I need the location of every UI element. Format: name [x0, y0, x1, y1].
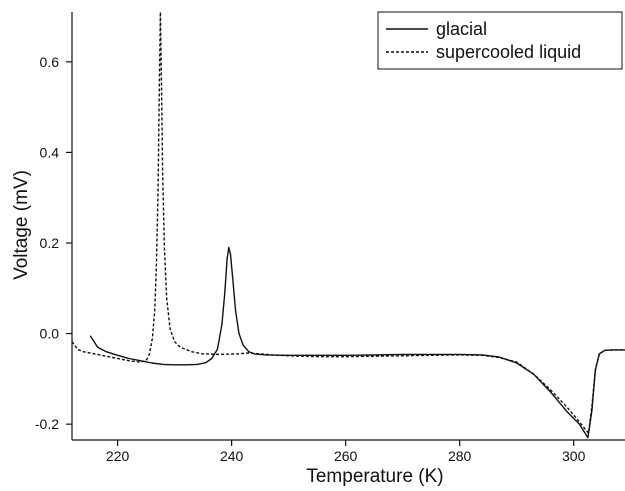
legend-label-0: glacial [436, 19, 487, 39]
legend-label-1: supercooled liquid [436, 42, 581, 62]
y-tick-label: 0.6 [40, 54, 60, 70]
series-lines [71, 11, 625, 439]
x-tick-label: 260 [334, 448, 358, 464]
x-axis-label: Temperature (K) [306, 466, 443, 487]
y-axis-label: Voltage (mV) [11, 170, 32, 280]
y-tick-label: 0.0 [40, 326, 60, 342]
x-tick-label: 220 [106, 448, 130, 464]
y-ticks: -0.2 0.0 0.2 0.4 0.6 [35, 54, 72, 432]
legend: glacial supercooled liquid [377, 11, 623, 70]
x-tick-label: 300 [562, 448, 586, 464]
series-line-glacial [89, 246, 625, 439]
y-tick-label: -0.2 [35, 416, 59, 432]
x-ticks: 220 240 260 280 300 [106, 440, 586, 464]
x-tick-label: 280 [448, 448, 472, 464]
series-line-supercooled-liquid [71, 11, 625, 434]
y-tick-label: 0.2 [40, 235, 60, 251]
y-tick-label: 0.4 [40, 144, 60, 160]
x-tick-label: 240 [220, 448, 244, 464]
legend-box [377, 11, 623, 70]
